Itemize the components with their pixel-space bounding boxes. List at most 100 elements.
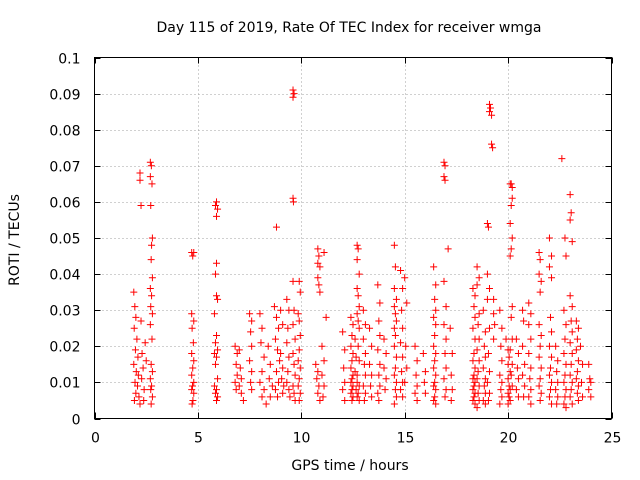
y-tick-label: 0.01 [49,376,80,392]
data-point [347,364,355,372]
data-point [537,389,545,397]
data-point [256,378,264,386]
data-point [248,368,256,376]
data-point [351,335,359,343]
data-point [361,321,369,329]
data-point [354,317,362,325]
y-tick-label: 0.03 [49,304,80,320]
data-point [574,382,582,390]
data-point [291,335,299,343]
data-point [520,317,528,325]
data-point [432,350,440,358]
data-point [139,364,147,372]
data-point [585,386,593,394]
data-point [248,317,256,325]
data-point [471,313,479,321]
data-point [587,378,595,386]
data-point [506,396,514,404]
data-point [320,382,328,390]
data-point [279,321,287,329]
data-point [315,252,323,260]
data-point [485,324,493,332]
data-point [211,270,219,278]
data-point [237,389,245,397]
data-point [483,295,491,303]
data-point [497,342,505,350]
data-point [568,378,576,386]
data-point [359,306,367,314]
data-point [380,364,388,372]
data-point [235,346,243,354]
data-point [430,382,438,390]
y-tick-labels: 0 0.01 0.02 0.03 0.04 0.05 0.06 0.07 0.08 0.09 0.1 [49,52,80,429]
x-tick-label: 15 [397,431,415,447]
data-point [579,360,587,368]
data-point [397,266,405,274]
data-point [284,368,292,376]
data-point [136,169,144,177]
data-point [525,393,533,401]
data-point [562,321,570,329]
data-point [258,368,266,376]
data-point [567,386,575,394]
data-point [148,335,156,343]
data-point [391,331,399,339]
data-point [296,389,304,397]
data-point [431,393,439,401]
data-point [339,328,347,336]
data-point [353,371,361,379]
data-point [147,360,155,368]
data-point [514,375,522,383]
data-point [271,386,279,394]
data-point [399,324,407,332]
data-point [496,371,504,379]
data-point [498,357,506,365]
data-point [354,342,362,350]
x-tick-label: 25 [604,431,622,447]
data-point [262,400,270,408]
data-point [525,350,533,358]
data-point [392,295,400,303]
data-point [374,346,382,354]
data-point [290,90,298,98]
data-point [506,220,514,228]
data-point [283,378,291,386]
data-point [508,382,516,390]
data-point [214,393,222,401]
data-point [349,321,357,329]
data-point [355,357,363,365]
data-point [488,140,496,148]
data-point [133,335,141,343]
data-point [130,360,138,368]
data-point [484,396,492,404]
data-point [546,364,554,372]
data-point [481,328,489,336]
chart-title: Day 115 of 2019, Rate Of TEC Index for r… [157,20,542,36]
data-point [366,360,374,368]
data-point [236,364,244,372]
data-point [470,303,478,311]
data-point [536,342,544,350]
data-point [361,350,369,358]
data-point [567,209,575,217]
data-point [514,350,522,358]
data-point [355,303,363,311]
data-point [289,93,297,101]
data-point [213,331,221,339]
data-point [498,324,506,332]
data-point [548,252,556,260]
data-point [213,292,221,300]
data-point [413,396,421,404]
data-point [148,368,156,376]
data-point [134,353,142,361]
x-tick-label: 0 [91,431,100,447]
data-point [189,396,197,404]
data-point [141,339,149,347]
data-point [485,389,493,397]
data-point [213,212,221,220]
data-point [347,313,355,321]
data-point [536,288,544,296]
data-point [189,339,197,347]
data-point [138,350,146,358]
data-point [347,342,355,350]
